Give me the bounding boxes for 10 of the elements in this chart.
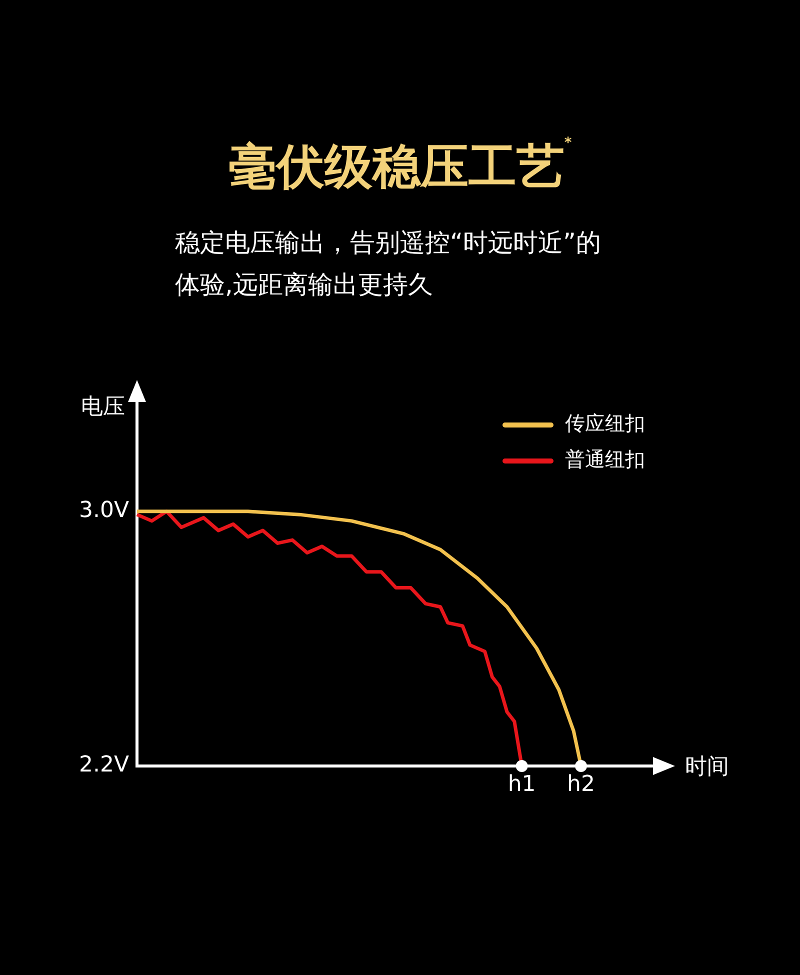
y-tick-label: 2.2V xyxy=(78,752,129,778)
legend-label: 普通纽扣 xyxy=(565,447,645,472)
x-tick-label: h2 xyxy=(567,772,595,797)
chart-subtitle: 稳定电压输出，告别遥控“时远时近”的体验,远距离输出更持久 xyxy=(175,227,602,301)
chart-title: 毫伏级稳压工艺$^{*}$ xyxy=(227,135,573,197)
x-tick-label: h1 xyxy=(508,772,536,797)
x-axis-title: 时间 xyxy=(685,754,729,780)
y-tick-label: 3.0V xyxy=(78,498,129,524)
y-axis-title: 电压 xyxy=(81,394,125,420)
legend-label: 传应纽扣 xyxy=(565,411,645,436)
